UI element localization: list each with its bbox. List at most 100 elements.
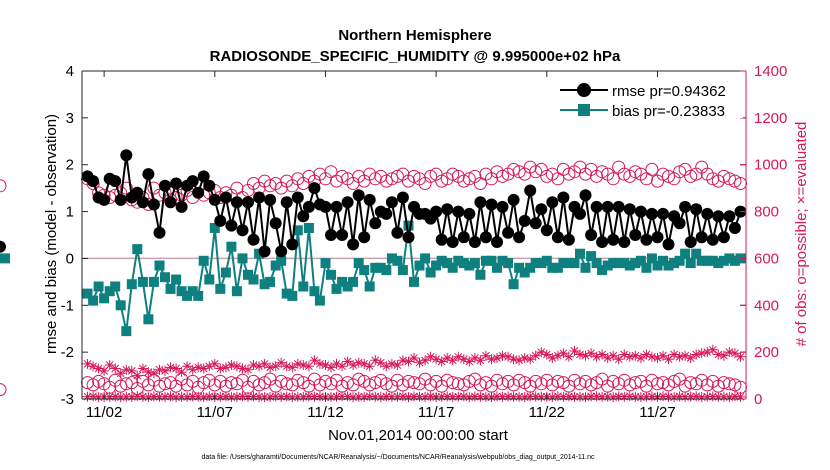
obs-evaluated-lower-point (547, 392, 558, 403)
bias-point (541, 255, 552, 266)
bias-point (519, 267, 530, 278)
obs-evaluated-lower-point (613, 391, 624, 402)
bias-point (243, 269, 253, 280)
obs-evaluated-lower-point (187, 391, 198, 402)
obs-evaluated-lower-point (602, 391, 613, 402)
obs-possible-lower-point (0, 383, 7, 397)
rmse-point (673, 217, 686, 230)
y-tick-label-right: 600 (754, 250, 779, 267)
bias-point (298, 281, 309, 292)
obs-possible-upper-point (368, 172, 382, 186)
rmse-point (463, 207, 476, 220)
obs-possible-upper-point (717, 169, 731, 183)
obs-evaluated-lower-point (508, 391, 519, 402)
obs-evaluated-upper-point (431, 354, 442, 365)
bias-point (309, 286, 320, 297)
rmse-point (258, 245, 271, 258)
bias-point (525, 262, 536, 273)
obs-evaluated-lower-point (381, 391, 392, 402)
obs-evaluated-upper-point (270, 361, 281, 372)
axes-layer (81, 70, 747, 400)
obs-evaluated-lower-point (514, 391, 525, 402)
legend-marker-bias (578, 104, 590, 116)
obs-evaluated-upper-point (110, 363, 121, 374)
rmse-point (529, 217, 542, 230)
obs-possible-upper-point (673, 165, 687, 179)
obs-evaluated-lower-point (447, 391, 458, 402)
obs-possible-upper-point (628, 165, 642, 179)
bias-point (386, 253, 397, 264)
bias-point (143, 314, 154, 325)
rmse-point (302, 200, 315, 213)
obs-evaluated-upper-point (220, 362, 231, 373)
obs-evaluated-upper-point (370, 355, 381, 366)
obs-evaluated-upper-point (137, 363, 148, 374)
obs-evaluated-upper-point (292, 358, 303, 369)
y-tick-label-right: 800 (754, 204, 779, 221)
obs-evaluated-lower-point (696, 392, 707, 403)
obs-evaluated-upper-point (126, 365, 137, 376)
bias-point (580, 262, 591, 273)
obs-evaluated-lower-point (171, 392, 182, 403)
bias-point (480, 255, 491, 266)
bias-point (563, 258, 574, 269)
obs-possible-lower-point (529, 374, 543, 388)
rmse-point (457, 231, 470, 244)
rmse-point (723, 210, 736, 223)
obs-possible-upper-point (153, 188, 166, 202)
bias-point (447, 262, 458, 273)
rmse-point (286, 238, 299, 251)
obs-evaluated-upper-point (541, 349, 552, 360)
rmse-point (574, 207, 586, 220)
obs-evaluated-lower-point (104, 391, 115, 402)
obs-evaluated-lower-point (265, 391, 276, 402)
obs-possible-upper-point (390, 169, 404, 183)
obs-possible-upper-point (507, 162, 521, 176)
obs-evaluated-upper-point (696, 348, 707, 359)
obs-evaluated-lower-point (558, 391, 569, 402)
obs-evaluated-upper-point (160, 365, 170, 376)
obs-evaluated-lower-point (115, 392, 126, 403)
obs-evaluated-upper-point (93, 363, 104, 374)
obs-evaluated-upper-point (658, 350, 668, 361)
rmse-point (264, 193, 277, 206)
x-tick-label: 11/22 (529, 404, 565, 421)
obs-evaluated-lower-point (691, 391, 702, 402)
bias-point (464, 260, 475, 271)
obs-evaluated-lower-point (121, 391, 132, 402)
rmse-point (634, 205, 647, 218)
obs-evaluated-lower-point (375, 392, 386, 403)
obs-evaluated-upper-point (353, 357, 364, 368)
rmse-point (618, 236, 631, 248)
rmse-point (236, 224, 249, 237)
y-tick-label-right: 400 (754, 297, 779, 314)
bias-point (276, 255, 287, 266)
bias-point (475, 269, 486, 280)
obs-possible-upper-point (462, 172, 476, 186)
obs-evaluated-upper-point (115, 368, 126, 379)
bias-point (431, 260, 442, 271)
obs-evaluated-upper-point (397, 355, 408, 366)
bias-point (453, 255, 464, 266)
obs-possible-lower-point (363, 378, 377, 392)
bias-point (536, 258, 547, 269)
bias-point (420, 253, 431, 264)
obs-evaluated-lower-point (591, 391, 602, 402)
obs-evaluated-upper-point (669, 349, 680, 360)
rmse-point (230, 196, 243, 209)
obs-evaluated-upper-point (619, 349, 630, 360)
obs-evaluated-lower-point (680, 391, 691, 402)
obs-evaluated-lower-point (220, 391, 231, 402)
rmse-point (203, 179, 216, 192)
obs-possible-lower-point (368, 376, 382, 390)
rmse-point (192, 186, 205, 199)
bias-point (259, 279, 270, 290)
obs-evaluated-upper-point (314, 358, 325, 369)
rmse-point (557, 191, 570, 204)
bias-point (630, 258, 641, 269)
obs-evaluated-upper-point (99, 365, 110, 376)
bias-point (669, 258, 680, 269)
obs-evaluated-upper-point (519, 353, 530, 363)
bias-point (82, 288, 93, 299)
bias-point (674, 255, 685, 266)
